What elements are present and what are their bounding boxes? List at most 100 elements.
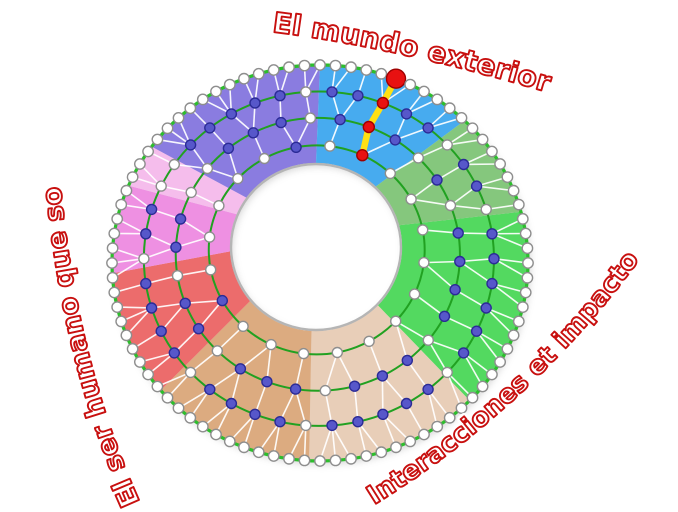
node[interactable]: [126, 171, 139, 184]
node[interactable]: [204, 264, 217, 276]
node[interactable]: [412, 152, 424, 164]
node[interactable]: [155, 180, 167, 192]
node[interactable]: [120, 329, 133, 342]
node[interactable]: [329, 454, 342, 467]
node[interactable]: [501, 342, 514, 355]
node[interactable]: [345, 452, 357, 465]
node[interactable]: [106, 257, 118, 269]
node[interactable]: [267, 450, 280, 462]
node[interactable]: [326, 419, 338, 432]
node[interactable]: [488, 253, 500, 265]
node[interactable]: [185, 186, 197, 199]
node[interactable]: [133, 356, 146, 368]
node[interactable]: [314, 455, 326, 467]
node[interactable]: [274, 416, 286, 428]
node[interactable]: [466, 391, 479, 404]
node[interactable]: [417, 224, 429, 236]
node[interactable]: [249, 408, 261, 420]
node[interactable]: [522, 257, 534, 269]
node[interactable]: [363, 335, 375, 347]
node[interactable]: [521, 242, 534, 255]
node[interactable]: [519, 286, 532, 299]
node[interactable]: [145, 203, 158, 216]
node[interactable]: [476, 133, 489, 146]
node[interactable]: [455, 402, 468, 414]
node[interactable]: [179, 297, 191, 309]
node[interactable]: [196, 93, 209, 106]
node[interactable]: [431, 93, 444, 106]
highlight-path[interactable]: [359, 75, 400, 159]
node[interactable]: [422, 122, 434, 134]
node[interactable]: [274, 89, 286, 102]
node[interactable]: [405, 193, 417, 205]
node[interactable]: [196, 420, 209, 433]
node[interactable]: [237, 320, 249, 332]
node[interactable]: [345, 61, 357, 74]
node[interactable]: [452, 227, 464, 239]
node[interactable]: [480, 302, 492, 314]
node[interactable]: [457, 347, 470, 359]
node[interactable]: [249, 97, 261, 109]
node[interactable]: [297, 347, 310, 360]
node[interactable]: [126, 342, 139, 355]
node[interactable]: [184, 366, 197, 379]
node[interactable]: [400, 108, 413, 120]
node[interactable]: [494, 158, 506, 170]
node[interactable]: [261, 376, 273, 388]
node[interactable]: [222, 142, 235, 155]
node[interactable]: [324, 140, 336, 152]
node[interactable]: [120, 184, 133, 197]
node[interactable]: [211, 345, 224, 357]
node[interactable]: [225, 397, 238, 410]
node[interactable]: [470, 180, 483, 192]
node[interactable]: [422, 383, 434, 396]
node[interactable]: [172, 112, 185, 124]
node[interactable]: [204, 383, 216, 396]
node[interactable]: [184, 411, 197, 424]
node[interactable]: [142, 368, 155, 381]
node[interactable]: [238, 441, 250, 454]
node[interactable]: [216, 294, 229, 307]
node[interactable]: [480, 203, 492, 216]
node[interactable]: [404, 78, 417, 91]
node[interactable]: [449, 284, 461, 296]
node[interactable]: [507, 184, 520, 197]
node[interactable]: [512, 198, 525, 211]
node[interactable]: [360, 450, 373, 462]
node[interactable]: [290, 141, 302, 154]
node[interactable]: [168, 347, 181, 359]
node[interactable]: [441, 366, 453, 379]
node[interactable]: [457, 158, 470, 171]
node[interactable]: [265, 338, 277, 351]
node[interactable]: [404, 435, 417, 448]
node[interactable]: [192, 323, 205, 335]
node[interactable]: [106, 271, 119, 284]
selected-node[interactable]: [356, 148, 369, 162]
node[interactable]: [283, 452, 295, 465]
node[interactable]: [431, 174, 443, 186]
node[interactable]: [454, 255, 466, 268]
node[interactable]: [289, 383, 302, 395]
node[interactable]: [507, 329, 520, 342]
node[interactable]: [161, 391, 174, 404]
node[interactable]: [431, 420, 444, 433]
node[interactable]: [298, 59, 311, 72]
node[interactable]: [314, 59, 326, 71]
node[interactable]: [108, 227, 121, 240]
node[interactable]: [389, 134, 401, 146]
node[interactable]: [476, 380, 489, 393]
node[interactable]: [258, 152, 271, 165]
node[interactable]: [210, 85, 222, 98]
node[interactable]: [329, 59, 342, 72]
node[interactable]: [326, 86, 338, 98]
node[interactable]: [267, 64, 280, 76]
node[interactable]: [485, 145, 498, 158]
node[interactable]: [174, 213, 187, 225]
node[interactable]: [223, 435, 236, 448]
node[interactable]: [283, 61, 295, 74]
node[interactable]: [171, 270, 184, 282]
node[interactable]: [106, 242, 119, 255]
node[interactable]: [401, 354, 413, 367]
node[interactable]: [390, 441, 402, 454]
node[interactable]: [172, 402, 185, 414]
